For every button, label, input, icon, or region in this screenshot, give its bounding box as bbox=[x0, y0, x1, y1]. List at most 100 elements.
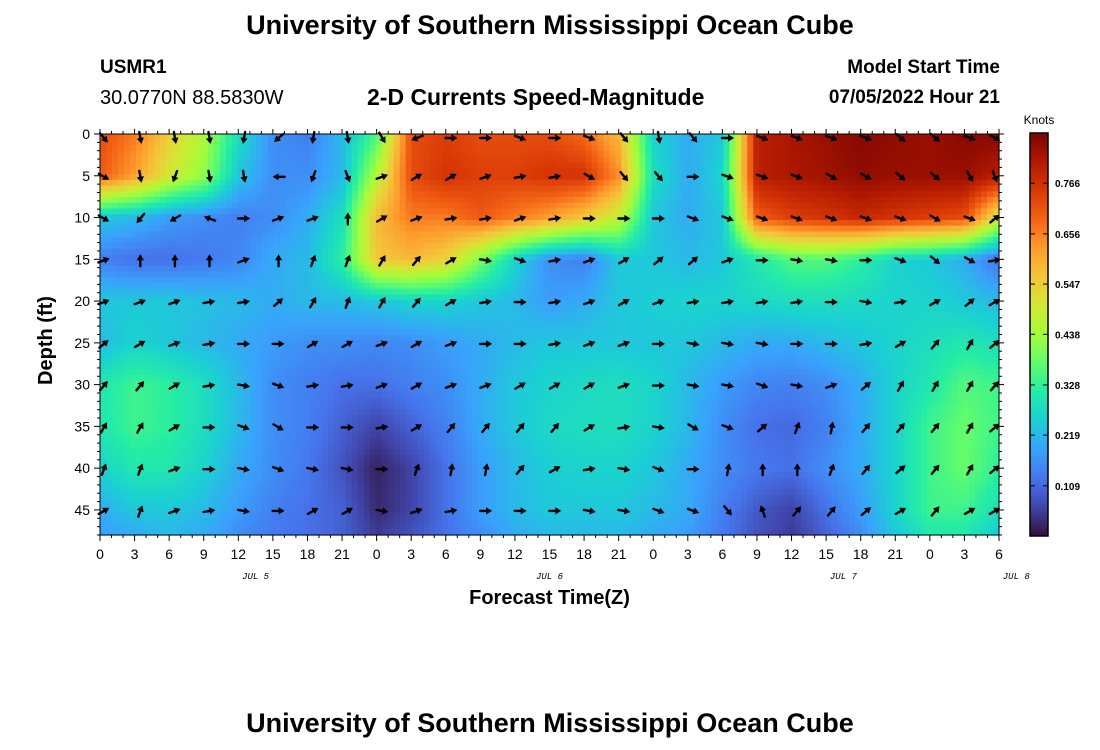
heatmap-cell bbox=[621, 271, 629, 278]
heatmap-cell bbox=[651, 151, 658, 158]
heatmap-cell bbox=[297, 317, 305, 324]
heatmap-cell bbox=[333, 134, 341, 141]
heatmap-cell bbox=[363, 231, 371, 238]
heatmap-cell bbox=[237, 282, 245, 290]
heatmap-cell bbox=[375, 242, 383, 250]
heatmap-cell bbox=[135, 323, 143, 330]
heatmap-cell bbox=[339, 208, 347, 215]
heatmap-cell bbox=[489, 260, 497, 267]
heatmap-cell bbox=[255, 191, 263, 198]
heatmap-cell bbox=[525, 317, 533, 324]
heatmap-cell bbox=[225, 134, 233, 141]
heatmap-cell bbox=[501, 300, 509, 307]
heatmap-cell bbox=[753, 145, 760, 152]
heatmap-cell bbox=[831, 231, 838, 238]
heatmap-cell bbox=[369, 179, 377, 187]
heatmap-cell bbox=[309, 208, 317, 215]
heatmap-cell bbox=[795, 317, 802, 324]
heatmap-cell bbox=[753, 185, 760, 192]
heatmap-cell bbox=[603, 208, 611, 215]
heatmap-cell bbox=[111, 300, 119, 307]
heatmap-cell bbox=[369, 248, 377, 255]
heatmap-cell bbox=[435, 288, 443, 295]
heatmap-cell bbox=[267, 185, 275, 192]
heatmap-cell bbox=[633, 214, 640, 221]
heatmap-cell bbox=[909, 185, 916, 192]
heatmap-cell bbox=[297, 305, 305, 313]
heatmap-cell bbox=[927, 242, 934, 250]
heatmap-cell bbox=[279, 294, 287, 301]
heatmap-cell bbox=[609, 174, 617, 181]
heatmap-cell bbox=[219, 134, 227, 141]
heatmap-cell bbox=[297, 168, 305, 175]
heatmap-cell bbox=[501, 162, 509, 169]
heatmap-cell bbox=[849, 265, 856, 273]
heatmap-cell bbox=[585, 139, 593, 147]
heatmap-cell bbox=[873, 145, 880, 152]
heatmap-cell bbox=[303, 277, 311, 284]
heatmap-cell bbox=[975, 311, 982, 318]
heatmap-cell bbox=[237, 191, 245, 198]
heatmap-cell bbox=[855, 265, 862, 273]
heatmap-cell bbox=[915, 174, 922, 181]
heatmap-cell bbox=[783, 208, 790, 215]
heatmap-cell bbox=[231, 265, 239, 273]
heatmap-cell bbox=[699, 134, 706, 141]
heatmap-cell bbox=[843, 288, 850, 295]
heatmap-cell bbox=[771, 237, 778, 244]
heatmap-cell bbox=[183, 191, 191, 198]
heatmap-cell bbox=[273, 208, 281, 215]
heatmap-cell bbox=[453, 288, 461, 295]
heatmap-cell bbox=[153, 156, 161, 164]
heatmap-cell bbox=[879, 145, 886, 152]
heatmap-cell bbox=[633, 254, 640, 261]
heatmap-cell bbox=[321, 225, 329, 232]
heatmap-cell bbox=[825, 311, 832, 318]
heatmap-cell bbox=[759, 271, 766, 278]
heatmap-cell bbox=[159, 225, 167, 232]
heatmap-cell bbox=[867, 294, 874, 301]
heatmap-cell bbox=[663, 168, 670, 175]
heatmap-cell bbox=[477, 265, 485, 273]
heatmap-cell bbox=[189, 311, 197, 318]
heatmap-cell bbox=[525, 162, 533, 169]
heatmap-cell bbox=[741, 311, 748, 318]
heatmap-cell bbox=[135, 191, 143, 198]
heatmap-cell bbox=[771, 219, 778, 227]
heatmap-cell bbox=[171, 305, 179, 313]
heatmap-cell bbox=[177, 151, 185, 158]
heatmap-cell bbox=[423, 179, 431, 187]
heatmap-cell bbox=[807, 242, 814, 250]
heatmap-cell bbox=[861, 317, 868, 324]
heatmap-cell bbox=[945, 145, 952, 152]
heatmap-cell bbox=[399, 208, 407, 215]
heatmap-cell bbox=[183, 282, 191, 290]
heatmap-cell bbox=[297, 156, 305, 164]
heatmap-cell bbox=[399, 191, 407, 198]
heatmap-cell bbox=[699, 300, 706, 307]
heatmap-cell bbox=[993, 145, 1000, 152]
heatmap-cell bbox=[429, 156, 437, 164]
heatmap-cell bbox=[285, 134, 293, 141]
heatmap-cell bbox=[933, 191, 940, 198]
heatmap-cell bbox=[171, 294, 179, 301]
heatmap-cell bbox=[675, 260, 682, 267]
heatmap-cell bbox=[747, 305, 754, 313]
heatmap-cell bbox=[141, 277, 149, 284]
heatmap-cell bbox=[825, 265, 832, 273]
heatmap-cell bbox=[765, 282, 772, 290]
heatmap-cell bbox=[147, 323, 155, 330]
heatmap-cell bbox=[507, 202, 515, 210]
heatmap-cell bbox=[801, 300, 808, 307]
heatmap-cell bbox=[213, 271, 221, 278]
heatmap-cell bbox=[333, 185, 341, 192]
heatmap-cell bbox=[351, 237, 359, 244]
heatmap-cell bbox=[603, 237, 611, 244]
heatmap-cell bbox=[639, 134, 646, 141]
heatmap-cell bbox=[969, 254, 976, 261]
heatmap-cell bbox=[531, 248, 539, 255]
heatmap-cell bbox=[273, 231, 281, 238]
heatmap-cell bbox=[100, 294, 107, 301]
heatmap-cell bbox=[525, 248, 533, 255]
heatmap-cell bbox=[219, 214, 227, 221]
